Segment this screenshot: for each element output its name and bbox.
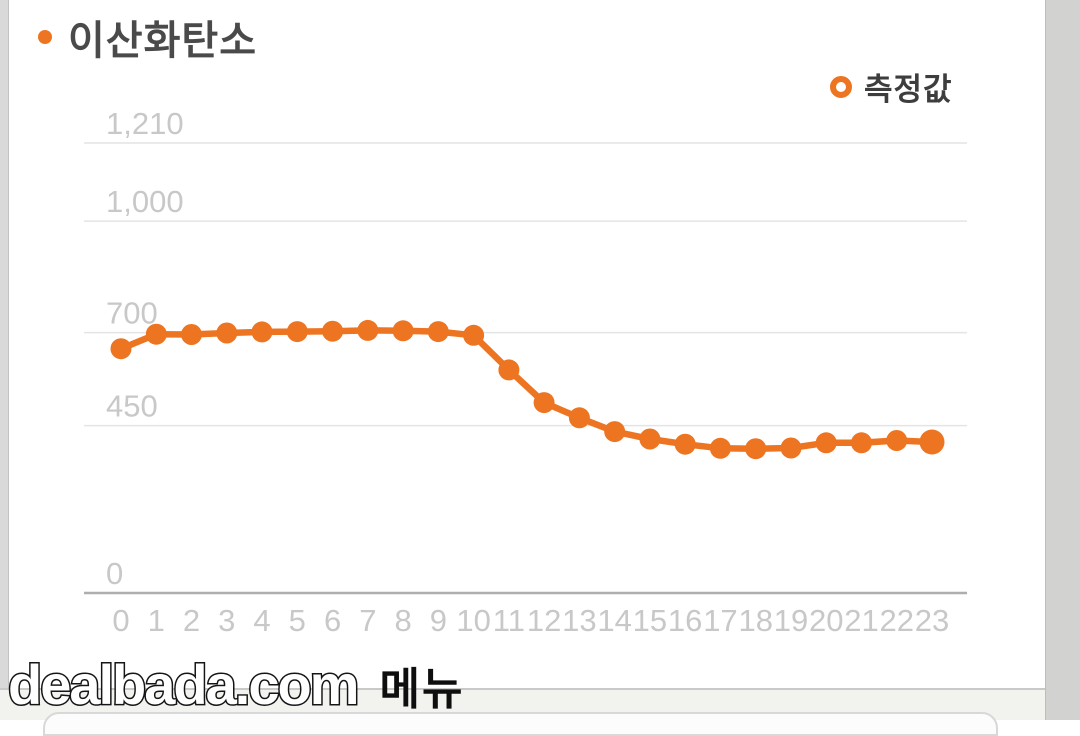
data-point-11 — [498, 359, 520, 381]
chart-legend: 측정값 — [830, 64, 953, 109]
x-tick-label: 7 — [359, 603, 376, 638]
data-point-9 — [427, 321, 449, 343]
data-point-13 — [568, 407, 590, 429]
data-point-15 — [639, 428, 661, 450]
x-tick-label: 1 — [148, 603, 165, 638]
x-tick-label: 16 — [668, 603, 702, 638]
x-tick-label: 14 — [597, 603, 631, 638]
x-tick-label: 15 — [633, 603, 667, 638]
x-tick-label: 20 — [809, 603, 843, 638]
data-point-5 — [286, 321, 308, 343]
data-point-1 — [145, 323, 167, 345]
x-tick-label: 21 — [844, 603, 878, 638]
x-tick-label: 18 — [738, 603, 772, 638]
data-point-12 — [533, 392, 555, 414]
x-tick-label: 8 — [394, 603, 411, 638]
data-point-16 — [674, 433, 696, 455]
data-point-18 — [745, 438, 767, 460]
watermark-site-text: dealbada.com — [6, 652, 360, 718]
data-point-19 — [780, 437, 802, 459]
x-tick-label: 19 — [774, 603, 808, 638]
data-point-0 — [110, 338, 132, 360]
data-point-2 — [181, 324, 202, 345]
x-tick-label: 10 — [456, 603, 490, 638]
title-bullet-icon — [38, 30, 52, 44]
x-tick-label: 3 — [218, 603, 235, 638]
y-tick-label: 700 — [106, 296, 158, 331]
y-tick-label: 450 — [106, 389, 158, 424]
y-tick-label: 1,210 — [106, 106, 184, 141]
page-edge-left — [0, 0, 9, 720]
x-tick-label: 0 — [112, 603, 129, 638]
x-tick-label: 2 — [183, 603, 200, 638]
data-point-10 — [463, 324, 485, 346]
x-tick-label: 6 — [324, 603, 341, 638]
page-edge-right — [1045, 0, 1080, 720]
legend-label: 측정값 — [864, 72, 953, 107]
data-point-6 — [322, 320, 344, 342]
x-tick-label: 17 — [703, 603, 737, 638]
data-point-3 — [216, 322, 238, 344]
x-tick-label: 23 — [915, 603, 949, 638]
chart-title-row: 이산화탄소 — [38, 8, 257, 66]
series-line — [117, 327, 936, 452]
watermark-menu-label: 메뉴 — [379, 664, 465, 714]
data-point-20 — [815, 432, 837, 454]
x-tick-label: 12 — [527, 603, 561, 638]
data-point-17 — [709, 437, 731, 459]
x-tick-label: 5 — [289, 603, 306, 638]
chart-title: 이산화탄소 — [68, 19, 257, 63]
y-tick-label: 1,000 — [106, 184, 184, 219]
data-point-23 — [919, 429, 945, 455]
data-point-22 — [886, 430, 908, 451]
data-point-4 — [251, 321, 273, 343]
x-tick-label: 4 — [253, 603, 270, 638]
x-tick-label: 22 — [879, 603, 913, 638]
data-point-7 — [357, 319, 379, 341]
series-marker-icon — [830, 75, 852, 98]
data-point-21 — [851, 432, 872, 454]
data-point-8 — [392, 320, 414, 342]
x-tick-label: 11 — [493, 603, 525, 638]
data-point-14 — [604, 421, 626, 443]
x-tick-label: 9 — [430, 603, 447, 638]
watermark: dealbada.com 메뉴 — [6, 652, 465, 718]
y-tick-label: 0 — [106, 556, 123, 591]
x-tick-label: 13 — [562, 603, 596, 638]
